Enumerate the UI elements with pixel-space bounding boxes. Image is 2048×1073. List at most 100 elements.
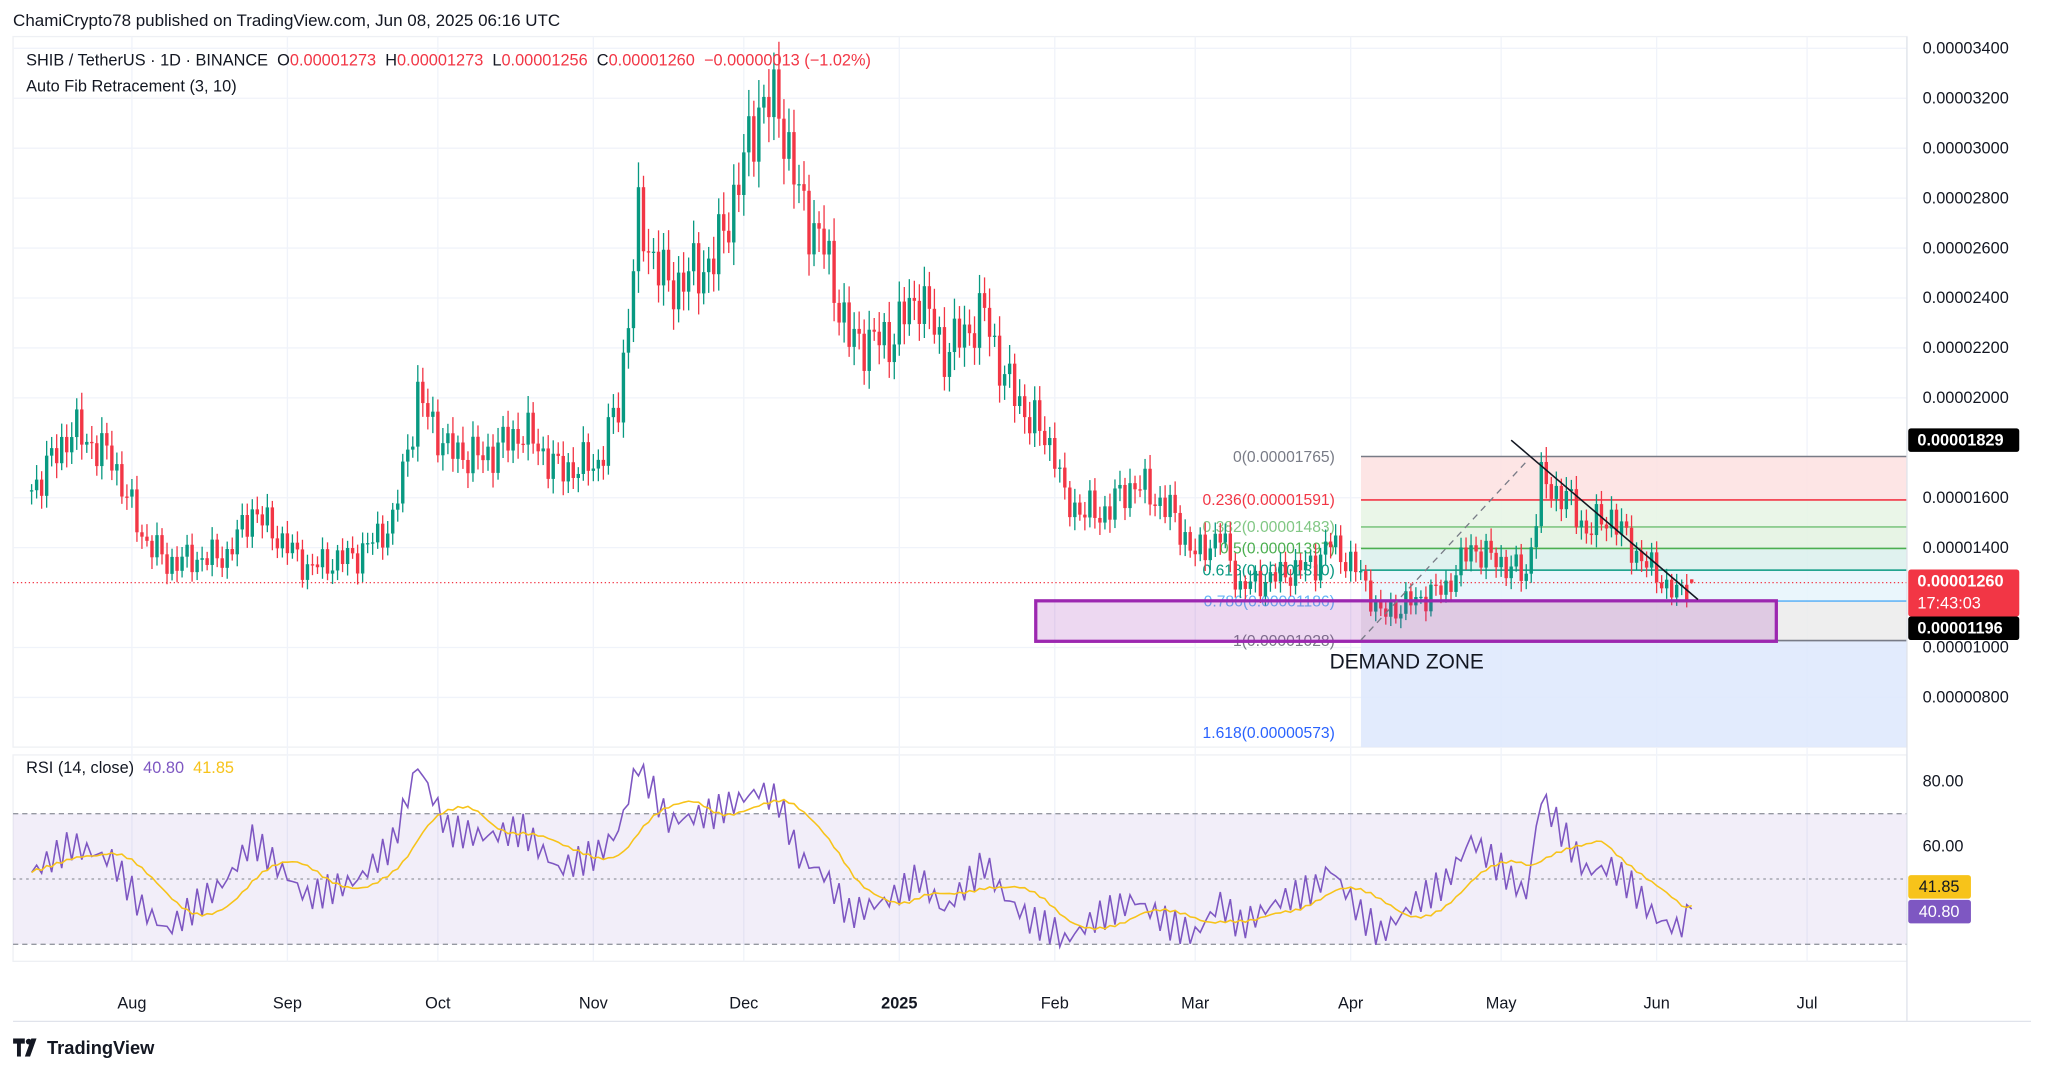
candle [315,564,320,568]
fib-zone [1360,570,1907,602]
candle [742,152,746,195]
candle [541,448,545,452]
rsi-tick-label: 60.00 [1923,838,1964,856]
candle [1664,579,1669,589]
candle [1519,554,1523,581]
candle [712,258,716,275]
candle [125,496,129,498]
candle [1033,400,1037,434]
candle [340,550,345,565]
candle [1263,582,1268,597]
candle [1434,584,1438,586]
symbol-title[interactable]: SHIB / TetherUS · 1D · BINANCE [26,50,269,70]
indicator-name[interactable]: Auto Fib Retracement (3, 10) [26,77,237,96]
candle [1038,400,1042,431]
candle [767,96,771,118]
y-tick-label: 0.00001000 [1923,639,2009,657]
candle [551,453,555,479]
candle [1674,584,1679,598]
rsi-badge [1908,899,1971,924]
candle [451,433,455,459]
candle [1002,374,1007,386]
tradingview-logo[interactable]: TradingView [13,1037,154,1058]
candle [320,549,325,568]
candle [1083,514,1087,518]
candle [75,409,79,438]
rsi-pane [12,754,1908,962]
y-tick-label: 0.00003400 [1923,40,2009,58]
candle [105,433,109,446]
candle [1123,484,1127,509]
candle [997,335,1002,386]
fib-level-label: 0.5(0.00001397) [1220,541,1335,558]
candle [1173,494,1177,513]
candle [561,455,565,482]
candle [1564,490,1569,510]
x-tick-label: 2025 [881,994,917,1012]
candle [155,535,159,558]
low-value: 0.00001256 [501,50,588,70]
candle [1459,547,1463,576]
candle [1549,484,1554,499]
candle [1449,580,1453,592]
candle [556,453,560,456]
close-label: C [596,50,609,70]
candle [380,523,385,548]
candle [396,503,400,510]
candle [1248,581,1253,589]
candle [145,536,149,541]
candle [1178,512,1182,545]
fib-zone [1360,526,1907,549]
candle [1685,584,1689,602]
candle [666,249,671,281]
candle [1138,489,1142,491]
high-price-badge [1908,428,2020,452]
candle [1233,560,1238,590]
candle [676,272,681,310]
candle [827,240,831,255]
candle [491,446,495,473]
candle [1534,526,1538,548]
candle [887,321,891,363]
candle [1569,489,1574,491]
candle [616,407,621,423]
candle [1489,540,1493,553]
candle [1484,540,1488,568]
candle [496,442,500,473]
candle [225,549,229,568]
candle [757,107,761,162]
rsi-ma-line [31,798,1693,931]
candle [1333,535,1338,548]
rsi-legend[interactable]: RSI (14, close) 40.80 41.85 [26,759,234,777]
candle [867,329,871,371]
candle [1690,579,1694,583]
candle [100,433,104,467]
candle [1524,573,1528,581]
rsi-value: 40.80 [143,758,185,778]
candle [300,549,305,580]
candle [937,327,942,335]
x-tick-label: May [1486,994,1518,1012]
candle [1444,580,1448,595]
candle [1148,468,1152,505]
candle [952,318,957,353]
candle [752,116,756,162]
candle [1048,437,1052,446]
rsi-line [30,761,1693,950]
candle [546,448,550,479]
candle [1343,562,1348,572]
high-value: 0.00001273 [397,50,484,70]
candle [345,548,350,565]
candle [44,455,49,496]
candle [54,448,59,464]
demand-zone [1034,599,1778,643]
candle [1323,541,1328,555]
candle [747,116,751,153]
candle [1043,430,1047,446]
candle [1208,548,1212,561]
candle [1509,566,1513,579]
candle [165,554,169,574]
x-tick-label: Dec [729,994,758,1012]
candle [892,344,896,363]
